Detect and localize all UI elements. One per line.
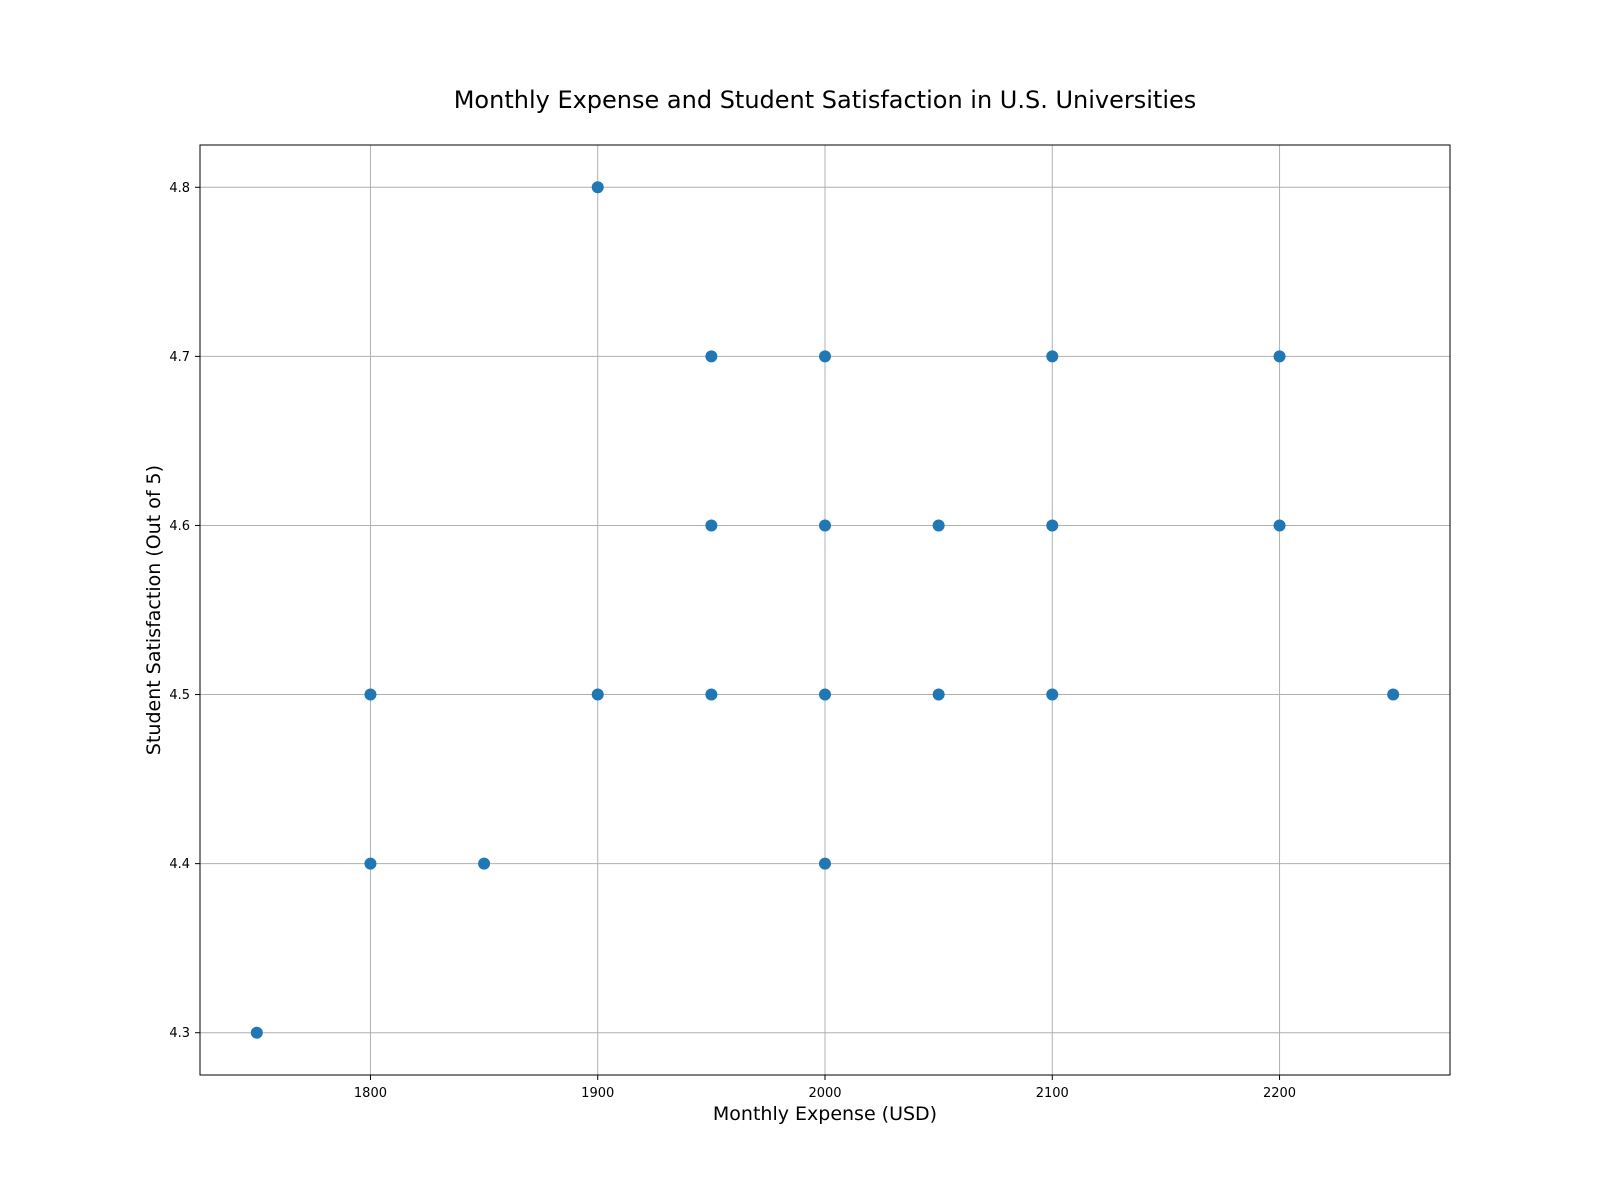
- scatter-point: [591, 181, 604, 194]
- y-tick-label: 4.6: [169, 519, 190, 534]
- x-tick-label: 1800: [354, 1086, 387, 1101]
- x-tick-label: 2000: [808, 1086, 841, 1101]
- scatter-point: [1273, 519, 1286, 532]
- scatter-point: [819, 519, 831, 532]
- scatter-point: [591, 688, 604, 701]
- scatter-point: [1046, 350, 1059, 363]
- scatter-point: [1273, 350, 1286, 363]
- scatter-point: [1387, 688, 1400, 701]
- x-tick-label: 1900: [581, 1086, 614, 1101]
- x-axis-label: Monthly Expense (USD): [713, 1103, 937, 1125]
- scatter-point: [705, 350, 718, 363]
- scatter-point: [819, 857, 831, 870]
- scatter-point: [1046, 519, 1059, 532]
- scatter-point: [478, 857, 491, 870]
- scatter-point: [250, 1026, 263, 1039]
- scatter-point: [819, 350, 831, 363]
- scatter-point: [364, 688, 377, 701]
- scatter-point: [819, 688, 831, 701]
- y-tick-label: 4.3: [169, 1026, 190, 1041]
- scatter-point: [705, 688, 718, 701]
- scatter-point: [1046, 688, 1059, 701]
- scatter-point: [364, 857, 377, 870]
- x-tick-label: 2200: [1263, 1086, 1296, 1101]
- y-tick-label: 4.8: [169, 181, 190, 196]
- scatter-point: [932, 688, 945, 701]
- y-tick-label: 4.4: [169, 857, 190, 872]
- scatter-point: [705, 519, 718, 532]
- y-tick-label: 4.7: [169, 350, 190, 365]
- x-tick-label: 2100: [1036, 1086, 1069, 1101]
- scatter-point: [932, 519, 945, 532]
- y-tick-label: 4.5: [169, 688, 190, 703]
- y-axis-label: Student Satisfaction (Out of 5): [143, 465, 165, 755]
- axis-ticks: 1800 1900 2000 2100 2200 4.3 4.4 4.5 4.6 4.7 4.8: [169, 181, 1296, 1101]
- data-points: [250, 181, 1400, 1039]
- chart-title: Monthly Expense and Student Satisfaction…: [454, 86, 1197, 114]
